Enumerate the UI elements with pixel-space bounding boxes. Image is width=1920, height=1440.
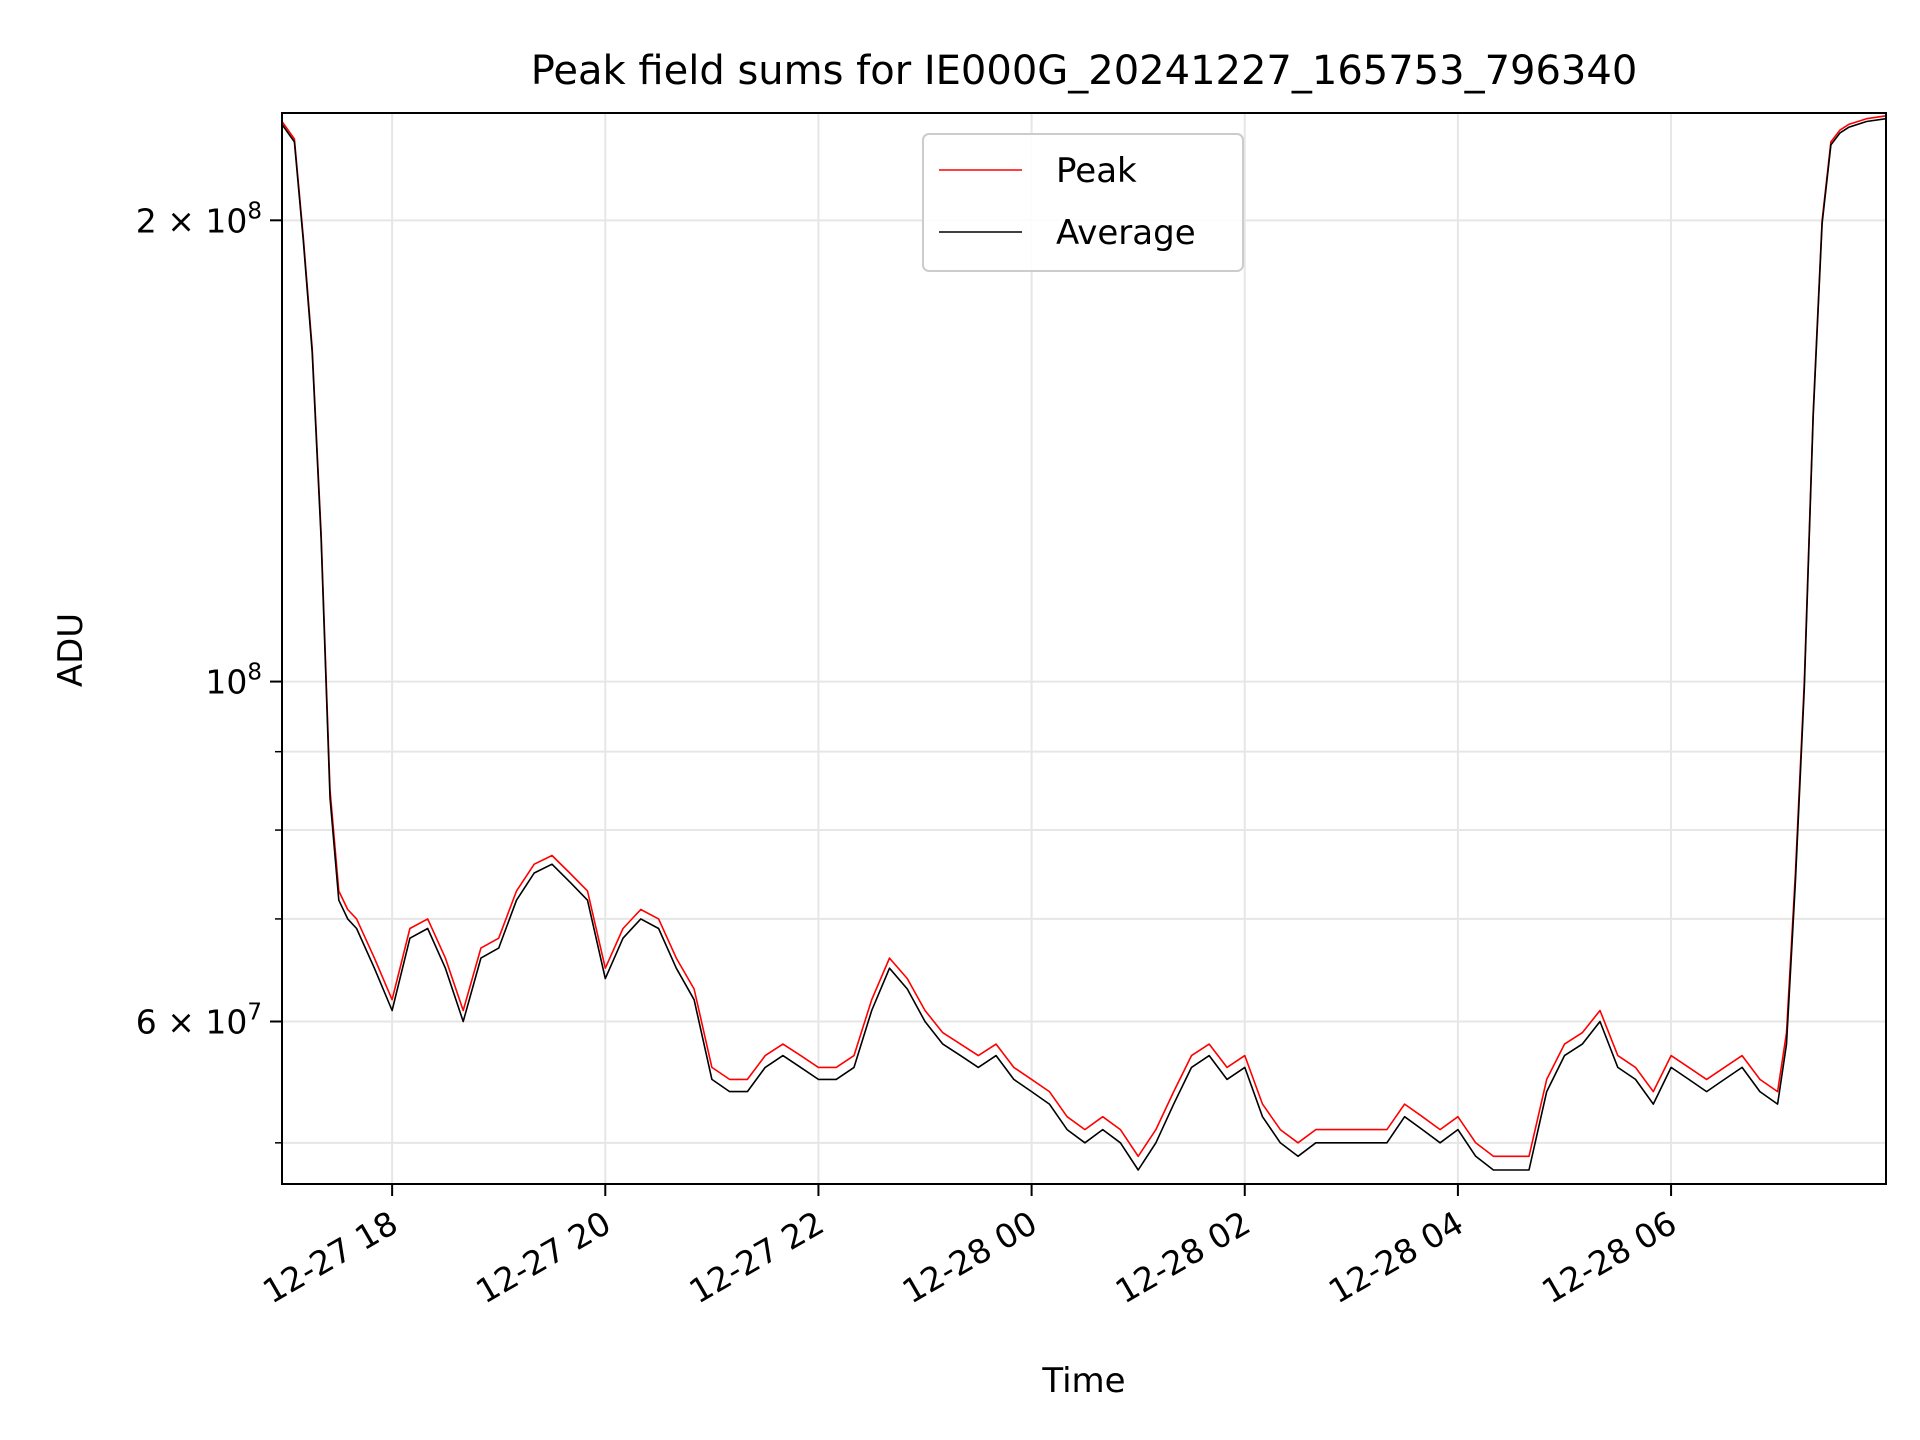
y-tick-exponent: 8	[247, 660, 262, 686]
y-axis-label: ADU	[51, 613, 91, 687]
legend: Peak Average	[922, 133, 1244, 272]
series-line-peak	[281, 115, 1887, 1158]
legend-label-peak: Peak	[1056, 151, 1137, 191]
y-tick-exponent: 8	[247, 198, 262, 224]
y-tick-label: 6 × 107	[136, 999, 262, 1041]
x-axis-label: Time	[1041, 1361, 1125, 1401]
y-tick-exponent: 7	[247, 999, 262, 1025]
chart-title: Peak field sums for IE000G_20241227_1657…	[531, 48, 1638, 94]
y-tick-label: 2 × 108	[136, 198, 262, 240]
plot-frame	[281, 112, 1887, 1185]
legend-box	[922, 133, 1244, 272]
series-lines	[281, 115, 1887, 1171]
legend-label-average: Average	[1056, 213, 1196, 253]
series-line-average	[281, 117, 1887, 1171]
